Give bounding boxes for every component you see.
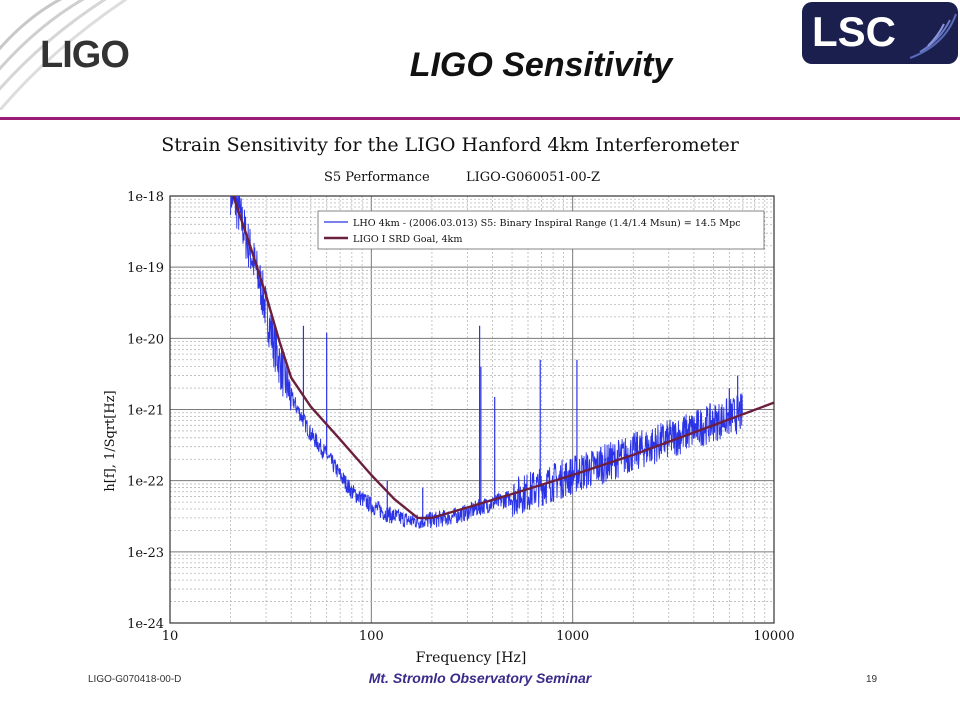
- footer-document-id: LIGO-G070418-00-D: [88, 674, 182, 685]
- chart-subtitle-right: LIGO-G060051-00-Z: [466, 170, 600, 185]
- chart-svg: Strain Sensitivity for the LIGO Hanford …: [103, 134, 795, 666]
- y-axis-label: h[f], 1/Sqrt[Hz]: [103, 390, 118, 491]
- legend-box: [317, 210, 765, 250]
- y-tick-label: 1e-23: [127, 546, 164, 561]
- lsc-logo: LSC: [800, 0, 960, 68]
- y-tick-label: 1e-21: [127, 404, 164, 419]
- chart-subtitle-left: S5 Performance: [324, 170, 430, 185]
- y-tick-label: 1e-24: [127, 617, 164, 632]
- x-tick-label: 10000: [753, 629, 794, 644]
- x-tick-label: 100: [359, 629, 384, 644]
- x-tick-label: 10: [162, 629, 179, 644]
- chart-axes: 10 100 1000 10000 1e-18 1e-19 1e-20 1e-21 1e-22 1…: [127, 190, 795, 644]
- plot-frame: [169, 195, 775, 624]
- slide-title: LIGO Sensitivity: [409, 46, 673, 84]
- chart-title: Strain Sensitivity for the LIGO Hanford …: [161, 134, 740, 156]
- x-tick-label: 1000: [556, 629, 589, 644]
- chart-series: [230, 196, 774, 529]
- x-axis-label: Frequency [Hz]: [416, 650, 527, 666]
- y-tick-label: 1e-22: [127, 475, 164, 490]
- y-tick-label: 1e-20: [127, 332, 164, 347]
- legend-label-goal: LIGO I SRD Goal, 4km: [353, 234, 462, 245]
- y-tick-label: 1e-19: [127, 261, 164, 276]
- ligo-logo-text: LIGO: [40, 34, 130, 76]
- footer-page-number: 19: [866, 674, 878, 685]
- lsc-logo-graphic: LSC: [802, 2, 958, 64]
- srd-goal-line: [232, 196, 774, 520]
- lsc-logo-text: LSC: [812, 8, 896, 55]
- y-tick-label: 1e-18: [127, 190, 164, 205]
- chart-legend: LHO 4km - (2006.03.013) S5: Binary Inspi…: [317, 210, 765, 250]
- ligo-logo-arcs: [0, 0, 128, 111]
- footer-seminar-title: Mt. Stromlo Observatory Seminar: [368, 670, 592, 686]
- title-divider: [0, 117, 960, 120]
- chart-grid: [169, 196, 774, 624]
- ligo-logo: LIGO: [0, 0, 170, 111]
- legend-label-measured: LHO 4km - (2006.03.013) S5: Binary Inspi…: [353, 218, 741, 229]
- sensitivity-chart: Strain Sensitivity for the LIGO Hanford …: [96, 125, 804, 671]
